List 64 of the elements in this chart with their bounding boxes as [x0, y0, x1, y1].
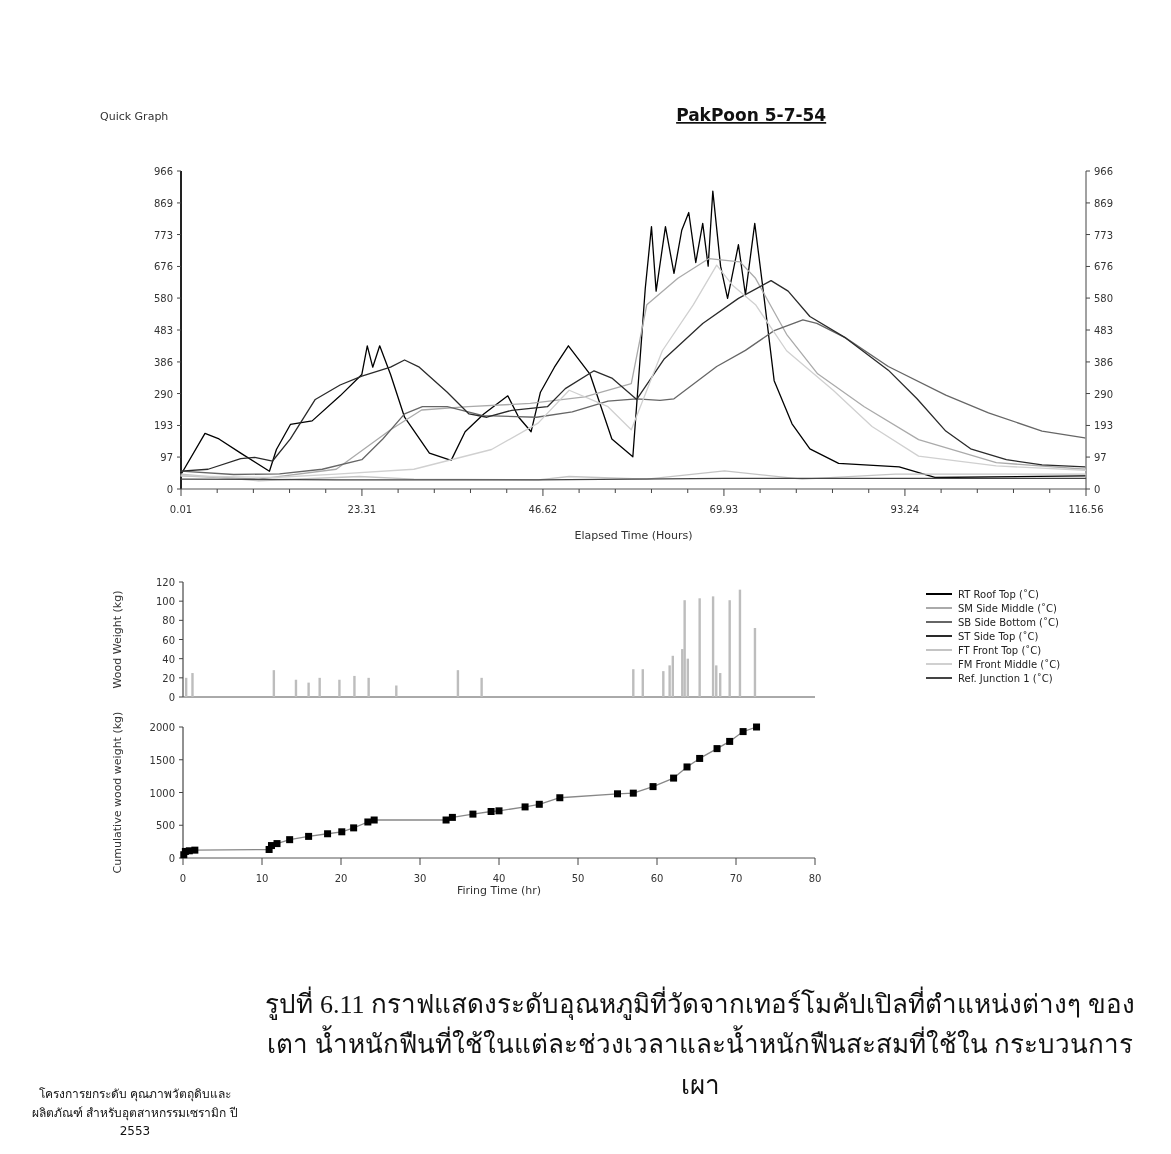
x-tick-label: 116.56 — [1068, 504, 1104, 515]
chart-title: PakPoon 5-7-54 — [676, 105, 827, 125]
x-tick-label: 23.31 — [347, 504, 377, 515]
y-tick-label: 290 — [153, 388, 173, 400]
y-tick-label: 580 — [153, 293, 173, 305]
text: โครงการยกระดับ คุณภาพวัตถุดิบและผลิตภัณฑ์ สำหรับอุตสาหกรรมเซรามิก ปี 2553 — [30, 1086, 240, 1141]
y-tick-label: 869 — [153, 197, 173, 209]
y-tick-label: 193 — [153, 420, 173, 432]
y-tick-label: 773 — [153, 229, 173, 241]
text: รูปที่ 6.11 กราฟแสดงระดับอุณหภูมิที่วัดจากเทอร์โมคัปเปิลที่ตำแหน่งต่างๆ ของเตา น้ำหนักฟืนที่ใช้ในแต่ละช่วงเวลาและน้ำหนักฟืนสะสมที่ใช้ใน กระบวนการเผา — [264, 985, 1136, 1102]
x-tick-label: 70 — [729, 873, 743, 884]
y2-tick-label: 966 — [1094, 166, 1114, 177]
text: Quick Graph — [100, 110, 169, 123]
legend-label: SB Side Bottom (˚C) — [958, 617, 1059, 628]
y-tick-label: 97 — [160, 452, 173, 464]
y-tick-label: 1500 — [149, 754, 175, 766]
x-tick-label: 10 — [255, 873, 269, 884]
x-tick-label: 93.24 — [890, 504, 920, 515]
y2-tick-label: 580 — [1094, 293, 1114, 305]
y-tick-label: 0 — [166, 484, 173, 495]
legend-label: SM Side Middle (˚C) — [958, 603, 1058, 614]
y-tick-label: 0 — [168, 853, 175, 864]
y-tick-label: 0 — [168, 692, 175, 703]
y2-tick-label: 97 — [1094, 452, 1107, 464]
y-tick-label: 483 — [153, 325, 173, 336]
legend-label: Ref. Junction 1 (˚C) — [958, 673, 1053, 684]
y-tick-label: 100 — [155, 596, 175, 608]
y2-tick-label: 193 — [1094, 420, 1114, 432]
y-tick-label: 676 — [153, 261, 173, 273]
y2-tick-label: 773 — [1094, 229, 1114, 241]
legend-label: FT Front Top (˚C) — [958, 645, 1042, 656]
legend-label: RT Roof Top (˚C) — [958, 589, 1039, 600]
x-tick-label: 0 — [179, 873, 187, 884]
x-axis-title: Firing Time (hr) — [456, 884, 542, 897]
x-tick-label: 46.62 — [528, 504, 558, 515]
x-axis-title: Elapsed Time (Hours) — [574, 529, 693, 542]
x-tick-label: 69.93 — [709, 504, 739, 515]
y2-tick-label: 386 — [1094, 356, 1114, 368]
y2-tick-label: 869 — [1094, 197, 1114, 209]
x-tick-label: 30 — [413, 873, 427, 884]
y-tick-label: 60 — [162, 634, 175, 646]
x-tick-label: 60 — [650, 873, 664, 884]
y-tick-label: 120 — [155, 577, 175, 588]
y-tick-label: 40 — [162, 653, 175, 665]
x-tick-label: 80 — [808, 873, 822, 884]
y2-tick-label: 0 — [1094, 484, 1101, 495]
x-tick-label: 50 — [571, 873, 585, 884]
y-tick-label: 500 — [155, 820, 175, 832]
y-axis-title: Wood Weight (kg) — [111, 590, 124, 689]
y-tick-label: 20 — [162, 672, 175, 684]
y2-tick-label: 483 — [1094, 325, 1114, 336]
y-tick-label: 80 — [162, 615, 175, 627]
x-tick-label: 0.01 — [169, 504, 193, 515]
x-tick-label: 40 — [492, 873, 506, 884]
y2-tick-label: 290 — [1094, 388, 1114, 400]
x-tick-label: 20 — [334, 873, 348, 884]
legend-label: ST Side Top (˚C) — [958, 631, 1039, 642]
y-axis-title: Cumulative wood weight (kg) — [111, 711, 124, 874]
y2-tick-label: 676 — [1094, 261, 1114, 273]
y-tick-label: 966 — [153, 166, 173, 177]
y-tick-label: 2000 — [149, 722, 175, 733]
y-tick-label: 1000 — [149, 787, 175, 799]
y-tick-label: 386 — [153, 356, 173, 368]
legend-label: FM Front Middle (˚C) — [958, 659, 1061, 670]
